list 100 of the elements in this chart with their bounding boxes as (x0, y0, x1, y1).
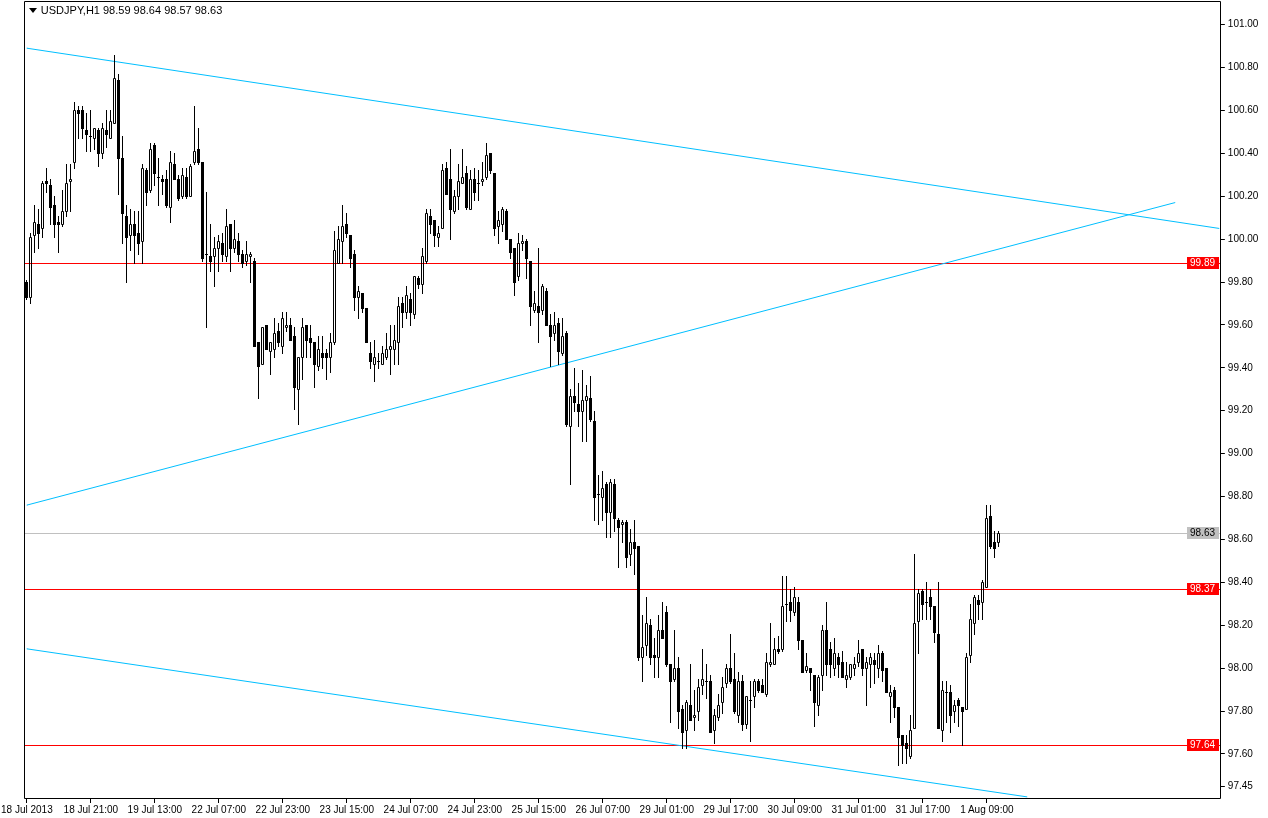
y-tick-label: 98.60 (1227, 533, 1254, 545)
x-tick-label: 29 Jul 01:00 (639, 803, 695, 815)
candlestick (457, 164, 460, 210)
candlestick (721, 677, 724, 714)
y-tick-label: 101.00 (1227, 18, 1259, 30)
candlestick (189, 166, 192, 197)
candlestick (69, 164, 72, 212)
y-tick-label: 97.45 (1227, 779, 1254, 791)
candlestick (725, 664, 728, 688)
candlestick (913, 554, 916, 729)
y-tick-label: 97.80 (1227, 704, 1254, 716)
candlestick (249, 254, 252, 283)
x-tick-label: 26 Jul 07:00 (575, 803, 631, 815)
candlestick (217, 235, 220, 272)
x-tick-label: 25 Jul 15:00 (511, 803, 567, 815)
candlestick (397, 297, 400, 365)
candlestick (701, 649, 704, 695)
candlestick (149, 143, 152, 191)
candlestick (73, 102, 76, 169)
candlestick (413, 276, 416, 319)
candlestick (609, 479, 612, 538)
candlestick (381, 346, 384, 365)
candlestick (601, 471, 604, 521)
candlestick (925, 582, 928, 620)
y-tick-label: 98.80 (1227, 490, 1254, 502)
candlestick (657, 615, 660, 678)
candlestick (341, 205, 344, 264)
candlestick (101, 123, 104, 159)
candlestick (441, 164, 444, 229)
candlestick (281, 312, 284, 354)
candlestick (645, 597, 648, 656)
candlestick (233, 220, 236, 253)
ref-line-label: 98.37 (1190, 583, 1216, 595)
candlestick (869, 653, 872, 688)
candlestick (877, 645, 880, 678)
candlestick (697, 679, 700, 721)
candlestick (845, 662, 848, 688)
y-tick-label: 98.40 (1227, 576, 1254, 588)
candlestick (485, 143, 488, 178)
candlestick (157, 158, 160, 206)
y-tick-label: 98.00 (1227, 661, 1254, 673)
candlestick (89, 110, 92, 152)
candlestick (373, 340, 376, 382)
candlestick (481, 162, 484, 186)
chart-title: USDJPY,H1 98.59 98.64 98.57 98.63 (40, 4, 223, 17)
x-tick-label: 29 Jul 17:00 (703, 803, 759, 815)
candlestick (317, 336, 320, 371)
candlestick (261, 327, 264, 365)
candlestick (821, 625, 824, 691)
candlestick (193, 106, 196, 163)
candlestick (737, 672, 740, 723)
candlestick (585, 385, 588, 442)
candlestick (469, 170, 472, 210)
y-tick-label: 99.80 (1227, 275, 1254, 287)
candlestick (785, 576, 788, 622)
candlestick (93, 128, 96, 150)
candlestick (917, 589, 920, 654)
candlestick (773, 638, 776, 665)
candlestick (129, 209, 132, 251)
y-tick-label: 99.60 (1227, 318, 1254, 330)
candlestick (833, 638, 836, 676)
ref-line-label: 97.64 (1190, 739, 1216, 751)
x-tick-label: 30 Jul 09:00 (767, 803, 823, 815)
y-tick-label: 100.80 (1227, 61, 1259, 73)
candlestick (273, 318, 276, 358)
candlestick (693, 690, 696, 731)
y-tick-label: 100.00 (1227, 232, 1259, 244)
x-tick-label: 31 Jul 01:00 (831, 803, 887, 815)
candlestick (581, 370, 584, 442)
candlestick (225, 209, 228, 262)
candlestick (41, 183, 44, 238)
candlestick (517, 233, 520, 281)
x-tick-label: 22 Jul 07:00 (191, 803, 247, 815)
candlestick (965, 653, 968, 710)
candlestick (857, 640, 860, 667)
candlestick (213, 237, 216, 287)
x-tick-label: 22 Jul 23:00 (255, 803, 311, 815)
candlestick (377, 353, 380, 369)
x-tick-label: 18 Jul 21:00 (63, 803, 119, 815)
x-tick-label: 24 Jul 07:00 (383, 803, 439, 815)
candlestick (245, 241, 248, 266)
candlestick (749, 681, 752, 742)
y-tick-label: 100.20 (1227, 189, 1259, 201)
y-tick-label: 98.20 (1227, 618, 1254, 630)
x-tick-label: 18 Jul 2013 (1, 803, 54, 815)
candlestick (29, 233, 32, 304)
candlestick (33, 205, 36, 253)
candlestick (477, 170, 480, 201)
y-tick-label: 99.20 (1227, 404, 1254, 416)
candlestick (853, 657, 856, 676)
y-tick-label: 100.40 (1227, 147, 1259, 159)
y-tick-label: 99.40 (1227, 361, 1254, 373)
candlestick (141, 164, 144, 264)
ref-line-label: 99.89 (1190, 257, 1216, 269)
y-tick-label: 100.60 (1227, 104, 1259, 116)
x-tick-label: 31 Jul 17:00 (895, 803, 951, 815)
y-tick-label: 99.00 (1227, 447, 1254, 459)
candlestick (537, 248, 540, 343)
candlestick (405, 286, 408, 319)
x-tick-label: 1 Aug 09:00 (960, 803, 1014, 815)
